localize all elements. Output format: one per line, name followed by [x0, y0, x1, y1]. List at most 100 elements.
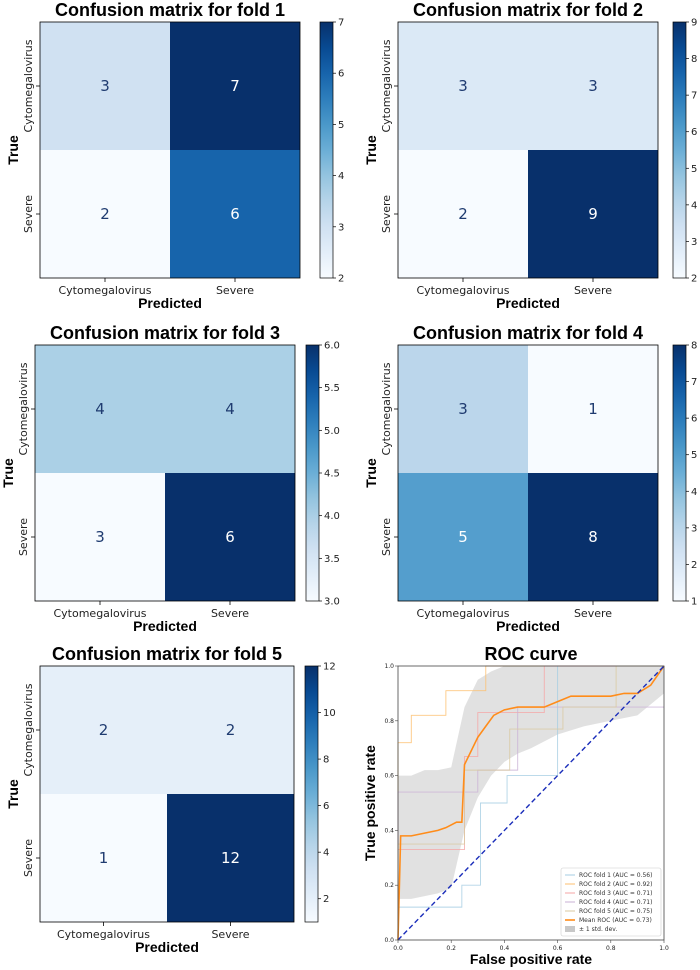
legend-label: ROC fold 3 (AUC = 0.71): [579, 890, 652, 897]
cell-value: 6: [230, 205, 240, 223]
x-tick-label: Severe: [211, 607, 249, 620]
colorbar-tick-label: 3.0: [324, 597, 340, 608]
colorbar-tick-label: 8: [323, 755, 329, 766]
heatmap-cell: [35, 473, 165, 601]
cell-value: 3: [458, 77, 468, 95]
colorbar-tick-label: 7: [691, 377, 697, 388]
confusion-matrix-fold-5: Confusion matrix for fold 5 2 2 1 12 Cytomega…: [5, 644, 336, 955]
legend-label: ROC fold 5 (AUC = 0.75): [579, 908, 652, 915]
cell-value: 2: [226, 721, 236, 739]
x-tick-label: 0.0: [393, 945, 403, 952]
y-tick-label: Severe: [380, 518, 393, 556]
x-tick-label: 0.4: [500, 945, 510, 952]
axes-frame: [39, 665, 295, 923]
x-axis-label: False positive rate: [470, 951, 592, 967]
colorbar-tick-label: 6.0: [324, 341, 340, 352]
x-tick-label: Severe: [574, 607, 612, 620]
colorbar-tick-label: 4: [338, 171, 344, 182]
colorbar-tick-label: 2: [691, 560, 697, 571]
y-tick-label: 0.0: [384, 937, 394, 944]
y-tick-label: Severe: [380, 195, 393, 233]
colorbar-tick-label: 4: [691, 200, 697, 211]
cell-value: 5: [458, 528, 468, 546]
y-tick-label: 0.4: [384, 827, 394, 834]
colorbar-tick-label: 4.0: [324, 511, 340, 522]
colorbar-tick-label: 5: [691, 164, 697, 175]
cell-value: 2: [458, 205, 468, 223]
cell-value: 3: [100, 77, 110, 95]
colorbar-tick-label: 8: [691, 341, 697, 352]
x-tick-label: 0.8: [606, 945, 616, 952]
chart-title: Confusion matrix for fold 4: [413, 323, 643, 343]
colorbar-tick-label: 6: [323, 801, 329, 812]
chart-title: Confusion matrix for fold 3: [50, 323, 280, 343]
colorbar-tick-label: 9: [691, 18, 697, 29]
y-tick-label: Severe: [22, 195, 35, 233]
heatmap-cell: [528, 22, 658, 150]
confusion-matrix-fold-3: Confusion matrix for fold 3 4 4 3 6 Cytomegal…: [0, 323, 340, 634]
legend-label: Mean ROC (AUC = 0.73): [579, 917, 652, 924]
axes-frame: [34, 344, 296, 602]
heatmap-cell: [398, 22, 528, 150]
colorbar: [672, 344, 687, 602]
legend-box: [560, 867, 662, 937]
colorbar: [672, 21, 687, 279]
heatmap-cell: [170, 22, 300, 150]
roc-fold-3-line: [397, 665, 664, 940]
y-axis-label: True: [363, 458, 379, 488]
colorbar-tick-label: 2: [691, 274, 697, 285]
y-tick-label: Cytomegalovirus: [22, 39, 35, 132]
chart-title: Confusion matrix for fold 2: [413, 0, 643, 20]
std-dev-band: [398, 666, 664, 899]
legend-label: ROC fold 1 (AUC = 0.56): [579, 872, 652, 879]
cell-value: 8: [588, 528, 598, 546]
heatmap-cell: [167, 794, 294, 922]
confusion-matrix-fold-4: Confusion matrix for fold 4 3 1 5 8 Cytomegal…: [363, 323, 697, 634]
x-axis-label: Predicted: [138, 295, 202, 311]
y-tick-label: Cytomegalovirus: [380, 39, 393, 132]
colorbar-tick-label: 4: [323, 848, 329, 859]
colorbar-tick-label: 2: [323, 894, 329, 905]
colorbar-tick-label: 4.5: [324, 469, 340, 480]
y-tick-label: 0.6: [384, 773, 394, 780]
roc-legend: ROC fold 1 (AUC = 0.56) ROC fold 2 (AUC =…: [560, 867, 662, 937]
y-tick-label: Severe: [22, 839, 35, 877]
cell-value: 4: [95, 400, 105, 418]
cell-value: 9: [588, 205, 598, 223]
cell-value: 3: [458, 400, 468, 418]
heatmap-cell: [528, 345, 658, 473]
y-axis-label: True: [5, 135, 21, 165]
colorbar-tick-label: 10: [323, 708, 336, 719]
cell-value: 1: [99, 849, 109, 867]
heatmap-cell: [35, 345, 165, 473]
legend-label: ROC fold 4 (AUC = 0.71): [579, 899, 652, 906]
colorbar-tick-label: 6: [691, 414, 697, 425]
x-tick-label: 0.2: [446, 945, 456, 952]
heatmap-cell: [528, 150, 658, 278]
y-tick-label: Cytomegalovirus: [380, 362, 393, 455]
colorbar: [305, 344, 320, 602]
colorbar-tick-label: 5: [338, 120, 344, 131]
legend-label: ± 1 std. dev.: [579, 926, 617, 933]
colorbar-tick-label: 4: [691, 487, 697, 498]
heatmap-cell: [40, 150, 170, 278]
colorbar: [319, 21, 334, 279]
colorbar-tick-label: 6: [691, 127, 697, 138]
roc-fold-1-line: [397, 665, 664, 940]
mean-roc-line: [397, 665, 665, 941]
axes-frame: [397, 665, 665, 941]
cell-value: 7: [230, 77, 240, 95]
heatmap-cell: [398, 473, 528, 601]
x-tick-label: Cytomegalovirus: [53, 607, 146, 620]
heatmap-cell: [165, 345, 295, 473]
heatmap-cell: [398, 345, 528, 473]
roc-fold-2-line: [397, 665, 664, 940]
x-axis-label: Predicted: [496, 618, 560, 634]
heatmap-cell: [165, 473, 295, 601]
heatmap-cell: [398, 150, 528, 278]
roc-fold-5-line: [397, 665, 664, 940]
cell-value: 2: [100, 205, 110, 223]
chart-title: Confusion matrix for fold 1: [55, 0, 285, 20]
x-tick-label: Cytomegalovirus: [58, 284, 151, 297]
